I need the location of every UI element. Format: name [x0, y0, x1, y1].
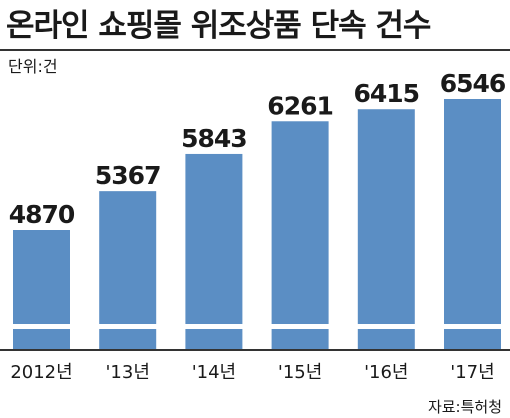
unit-label: 단위:건 [8, 57, 58, 76]
x-tick-label: '13년 [105, 362, 149, 383]
data-label: 5843 [181, 124, 247, 153]
data-label: 6415 [354, 79, 420, 108]
data-label: 5367 [95, 161, 161, 190]
x-tick-label: 2012년 [10, 362, 72, 383]
data-label: 4870 [9, 200, 75, 229]
axis-break-band [356, 324, 416, 329]
chart-title: 온라인 쇼핑몰 위조상품 단속 건수 [6, 8, 431, 44]
bar [185, 153, 243, 350]
x-tick-label: '16년 [364, 362, 408, 383]
x-tick-label: '17년 [450, 362, 494, 383]
title-divider [0, 49, 510, 51]
axis-break-band [98, 324, 158, 329]
axis-break-band [184, 324, 244, 329]
axis-break-band [270, 324, 330, 329]
bar [99, 191, 157, 350]
bar [357, 109, 415, 350]
axis-break-band [443, 324, 502, 329]
x-tick-label: '15년 [278, 362, 322, 383]
data-label: 6261 [267, 91, 333, 120]
bar [13, 230, 70, 350]
source-label: 자료:특허청 [427, 398, 502, 416]
bar [444, 99, 501, 350]
bar [271, 121, 329, 351]
data-label: 6546 [440, 69, 506, 98]
axis-break-band [12, 324, 71, 329]
x-tick-label: '14년 [192, 362, 236, 383]
